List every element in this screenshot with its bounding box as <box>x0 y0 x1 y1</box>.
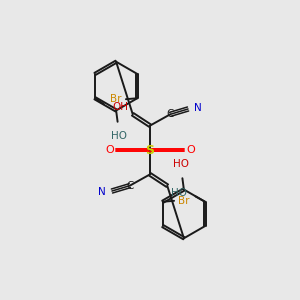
Text: S: S <box>146 143 154 157</box>
Text: C: C <box>167 109 174 119</box>
Text: Br: Br <box>110 94 122 104</box>
Text: N: N <box>194 103 202 113</box>
Text: HO: HO <box>171 188 187 198</box>
Text: O: O <box>186 145 195 155</box>
Text: N: N <box>98 187 106 197</box>
Text: O: O <box>105 145 114 155</box>
Text: C: C <box>126 181 134 191</box>
Text: OH: OH <box>112 102 128 112</box>
Text: HO: HO <box>173 159 189 169</box>
Text: HO: HO <box>111 131 127 141</box>
Text: Br: Br <box>178 196 190 206</box>
